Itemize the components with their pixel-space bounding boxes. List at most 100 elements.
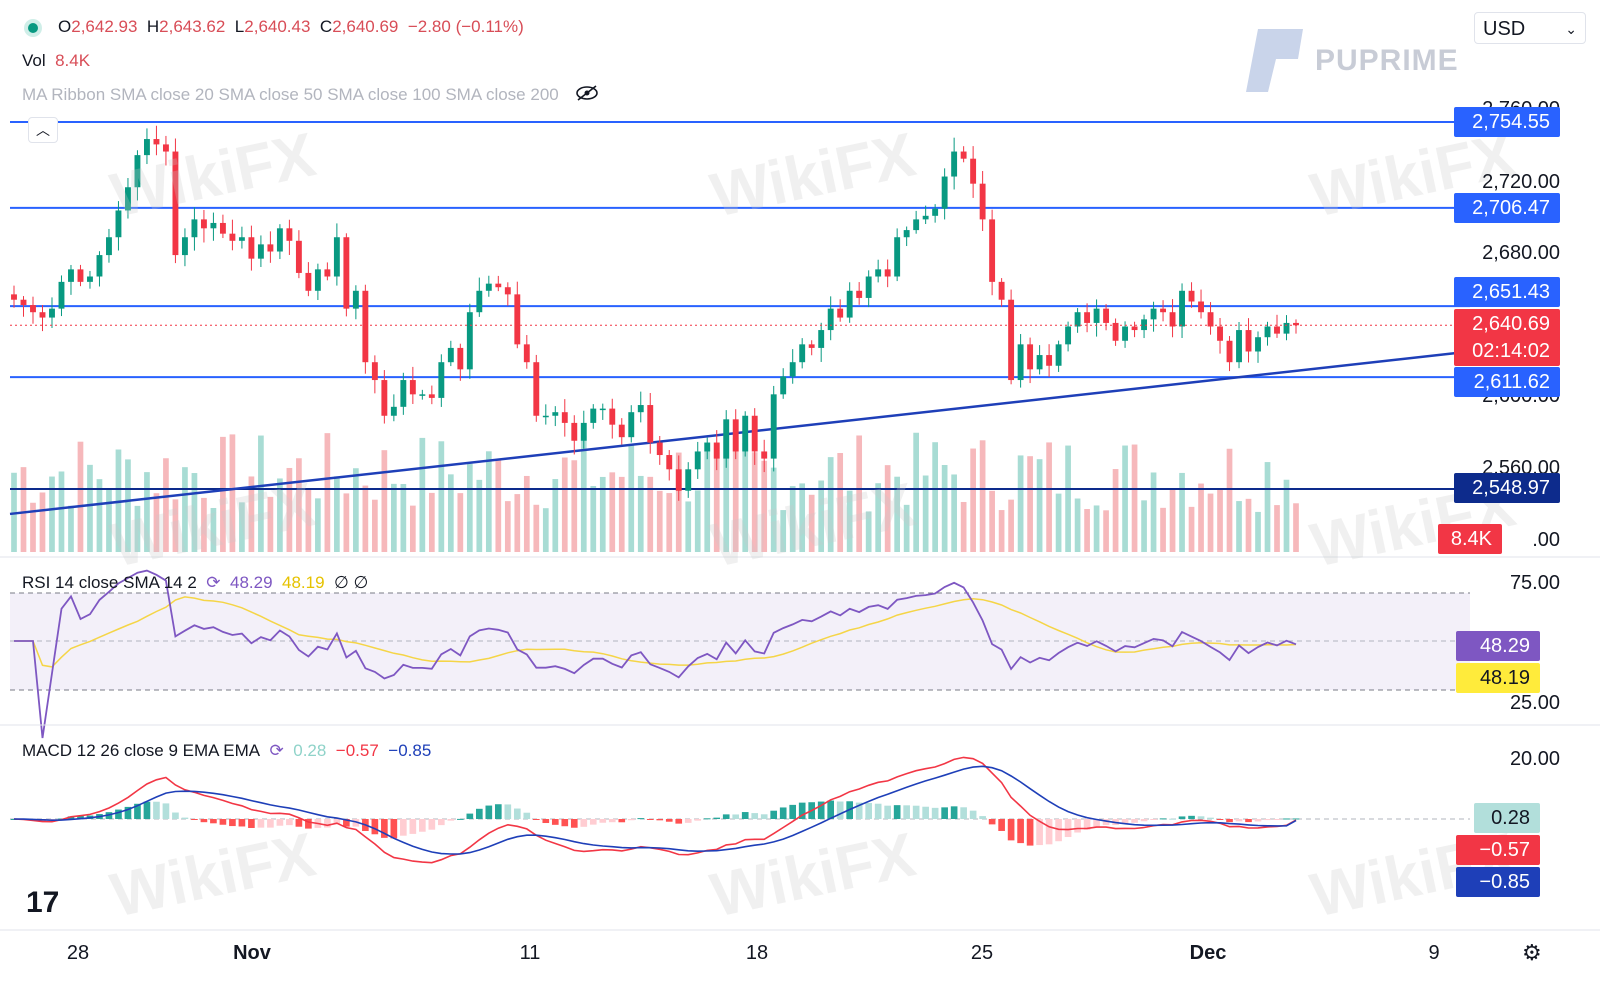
candle-body — [267, 244, 274, 252]
volume-bar — [514, 494, 521, 552]
macd-histogram-bar — [884, 805, 891, 819]
volume-bar — [1274, 505, 1280, 552]
macd-histogram-bar — [646, 819, 654, 820]
candle-body — [865, 276, 872, 298]
refresh-icon[interactable]: ⟳ — [206, 573, 221, 592]
candle-body — [704, 442, 711, 452]
candle-body — [780, 376, 787, 395]
volume-bar — [960, 501, 967, 552]
macd-histogram-bar — [599, 819, 607, 823]
collapse-legend-button[interactable]: ︿ — [28, 117, 58, 143]
candle-body — [457, 347, 464, 370]
settings-icon[interactable]: ⚙ — [1522, 940, 1542, 965]
candlesticks — [11, 125, 1299, 501]
candle-body — [960, 151, 967, 159]
macd-histogram-bar — [627, 819, 635, 821]
horizontal-levels[interactable] — [10, 121, 1470, 490]
volume-bar — [106, 489, 112, 552]
price-tick: 2,720.00 — [1482, 171, 1560, 193]
candle-body — [761, 451, 768, 459]
macd-histogram-bar — [1178, 816, 1186, 819]
volume-bar — [913, 432, 919, 552]
trendline[interactable] — [9, 350, 1471, 516]
volume-bar — [979, 440, 986, 552]
candle-body — [20, 299, 27, 306]
last-price-label[interactable]: 2,640.69 — [1454, 309, 1560, 339]
eye-hidden-icon[interactable] — [575, 85, 599, 106]
macd-hist-label: 0.28 — [1474, 803, 1540, 833]
macd-histogram-bar — [1159, 818, 1167, 820]
candle-body — [998, 281, 1005, 300]
candle-body — [1055, 344, 1062, 366]
macd-histogram-bar — [286, 819, 293, 826]
macd-histogram-bar — [542, 819, 550, 824]
macd-histogram-bar — [1121, 819, 1129, 824]
volume-bar — [87, 464, 93, 552]
currency-select[interactable]: USD ⌄ — [1474, 12, 1586, 44]
macd-histogram-bar — [988, 819, 996, 825]
macd-histogram-bar — [381, 819, 388, 838]
candle-body — [609, 408, 616, 425]
level-label[interactable]: 2,754.55 — [1454, 107, 1560, 137]
candle-body — [419, 394, 426, 396]
candle-body — [656, 442, 663, 456]
candle-body — [58, 281, 65, 309]
refresh-icon[interactable]: ⟳ — [269, 741, 284, 760]
candle-body — [789, 362, 796, 377]
level-label[interactable]: 2,548.97 — [1454, 473, 1560, 503]
candle-body — [77, 269, 84, 282]
rsi-tick: 25.00 — [1509, 692, 1560, 714]
volume-bar — [220, 436, 226, 552]
time-tick: 25 — [970, 942, 994, 964]
level-label[interactable]: 2,706.47 — [1454, 193, 1560, 223]
macd-histogram-bar — [504, 804, 512, 819]
macd-histogram-bar — [722, 814, 730, 819]
candle-body — [1245, 330, 1252, 352]
volume-bar — [1207, 493, 1214, 552]
candle-body — [1036, 355, 1043, 370]
candle-body — [1084, 312, 1091, 323]
volume-bar — [438, 441, 445, 552]
candle-body — [504, 287, 511, 295]
candle-body — [808, 344, 815, 348]
volume-bar — [163, 458, 169, 552]
volume-bar — [704, 450, 711, 552]
level-label[interactable]: 2,651.43 — [1454, 277, 1560, 307]
candle-body — [1207, 312, 1214, 327]
candle-body — [96, 255, 103, 277]
tradingview-logo-icon[interactable]: 17 — [26, 886, 60, 919]
ohlc-legend[interactable]: O2,642.93 H2,643.62 L2,640.43 C2,640.69 … — [28, 17, 524, 37]
macd-histogram-bar — [219, 819, 227, 825]
candle-body — [181, 237, 188, 256]
macd-histogram-bar — [741, 812, 749, 819]
macd-histogram-bar — [457, 818, 464, 820]
volume-bar — [1122, 445, 1128, 552]
volume-bar — [561, 457, 568, 552]
candle-body — [1112, 322, 1119, 341]
volume-bar — [248, 476, 255, 552]
rsi-legend[interactable]: RSI 14 close SMA 14 2 ⟳ 48.29 48.19 ∅ ∅ — [22, 573, 369, 592]
macd-histogram-bar — [324, 819, 331, 828]
volume-bar — [989, 490, 995, 552]
volume-bar — [609, 472, 616, 552]
candle-body — [495, 283, 502, 288]
candle-body — [428, 394, 435, 398]
macd-legend[interactable]: MACD 12 26 close 9 EMA EMA ⟳ 0.28 −0.57 … — [22, 741, 432, 760]
volume-bar — [315, 498, 321, 552]
volume-bar — [1217, 488, 1223, 552]
macd-histogram-bar — [1036, 819, 1043, 846]
volume-bar — [239, 502, 245, 552]
macd-histogram-bar — [589, 819, 597, 825]
volume-bar — [533, 504, 540, 552]
macd-histogram-bar — [912, 805, 920, 819]
volume-bar — [780, 510, 787, 552]
macd-histogram-bar — [257, 819, 265, 828]
volume-legend[interactable]: Vol 8.4K — [22, 51, 91, 70]
candle-body — [951, 151, 958, 177]
level-label[interactable]: 2,611.62 — [1454, 367, 1560, 397]
candle-body — [115, 210, 122, 238]
macd-signal-line — [13, 765, 1297, 855]
volume-bar — [1236, 501, 1242, 552]
ma-ribbon-legend[interactable]: MA Ribbon SMA close 20 SMA close 50 SMA … — [22, 85, 599, 106]
